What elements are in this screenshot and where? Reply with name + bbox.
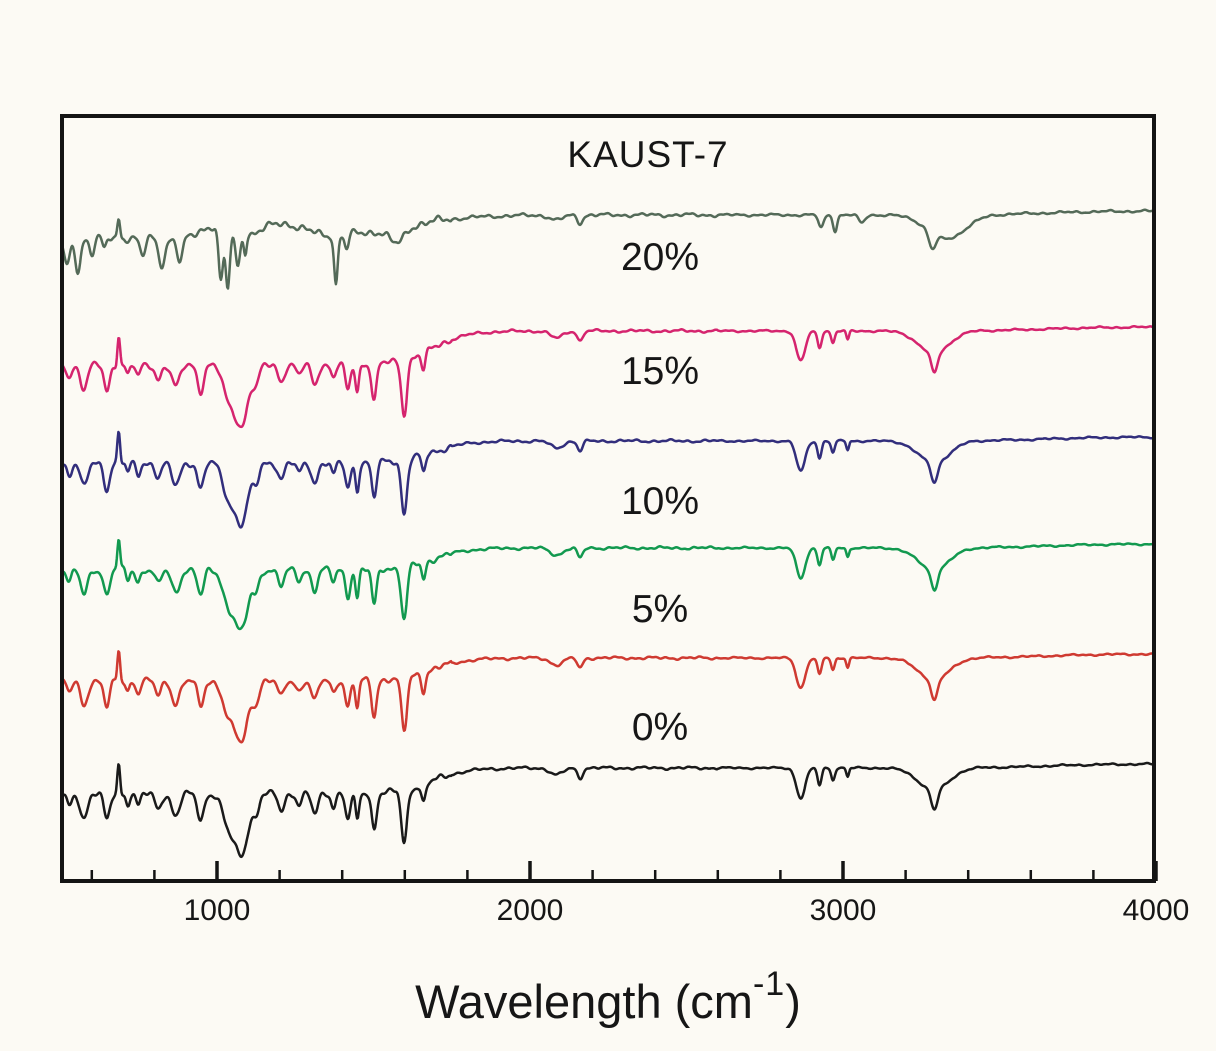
series-label-20pct: 20% [620, 236, 700, 279]
x-axis-label: Wavelength (cm-1) [415, 965, 801, 1029]
x-tick-label: 4000 [1122, 894, 1190, 927]
spectrum-20pct-trace [64, 208, 1152, 290]
spectrum-bottom-trace [64, 761, 1152, 859]
series-label-5pct: 5% [631, 588, 689, 631]
spectrum-10pct-trace [64, 430, 1152, 529]
series-label-15pct: 15% [620, 350, 700, 393]
spectrum-15pct-trace [64, 325, 1152, 429]
spectrum-0pct-trace [64, 650, 1152, 744]
chart-title: KAUST-7 [567, 134, 729, 175]
x-axis-label-main: Wavelength (cm [415, 974, 753, 1028]
x-axis-ticks [90, 861, 1158, 881]
x-axis-label-suffix: ) [785, 974, 801, 1028]
spectra-traces [64, 208, 1152, 859]
x-tick-label: 1000 [183, 894, 251, 927]
x-tick-label: 2000 [496, 894, 564, 927]
x-axis-label-superscript: -1 [752, 965, 786, 1004]
plot-frame [60, 114, 1156, 883]
spectrum-5pct-trace [64, 539, 1152, 631]
x-tick-label: 3000 [809, 894, 877, 927]
series-label-10pct: 10% [620, 480, 700, 523]
series-label-0pct: 0% [631, 706, 689, 749]
